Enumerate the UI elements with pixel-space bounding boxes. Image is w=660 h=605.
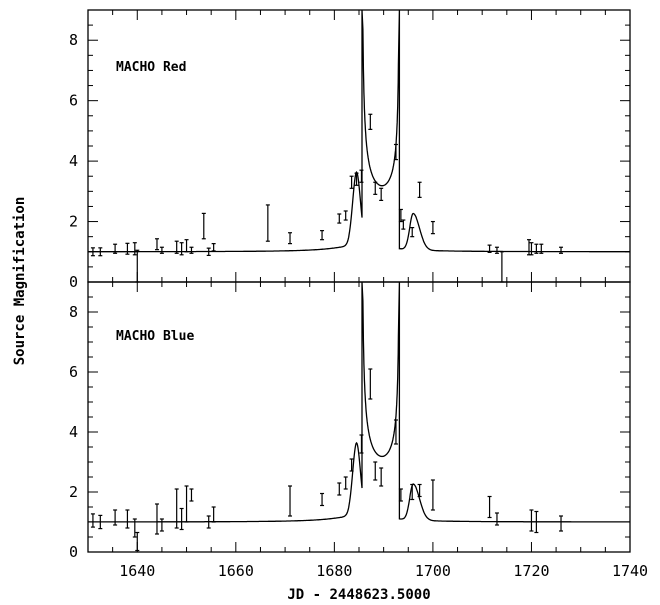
error-bar — [184, 239, 189, 253]
error-bar — [184, 485, 189, 523]
panel-blue-model-curve — [88, 281, 630, 523]
y-axis-title: Source Magnification — [12, 197, 28, 366]
error-bar — [125, 509, 130, 529]
error-bar — [337, 213, 342, 224]
error-bar — [494, 246, 499, 254]
error-bar — [135, 531, 140, 552]
y-tick-label: 4 — [69, 152, 78, 170]
error-bar — [430, 479, 435, 511]
panel-red-label: MACHO Red — [116, 60, 186, 75]
error-bar — [559, 515, 564, 532]
x-axis-title: JD - 2448623.5000 — [287, 587, 430, 603]
error-bar — [159, 246, 164, 254]
x-tick-label: 1640 — [119, 562, 155, 580]
error-bar — [179, 242, 184, 256]
error-bar — [526, 239, 531, 256]
y-tick-label: 0 — [69, 543, 78, 561]
error-bar — [320, 230, 325, 241]
y-tick-label: 2 — [69, 483, 78, 501]
panel-red-errorbars — [90, 113, 564, 283]
error-bar — [368, 113, 373, 130]
error-bar — [337, 482, 342, 496]
error-bar — [125, 242, 130, 255]
error-bar — [132, 242, 137, 256]
y-tick-label: 8 — [69, 31, 78, 49]
error-bar — [159, 518, 164, 532]
x-tick-label: 1660 — [218, 562, 254, 580]
error-bar — [320, 492, 325, 507]
error-bar — [154, 503, 159, 535]
panel-blue-frame — [87, 281, 631, 553]
error-bar — [559, 246, 564, 254]
error-bar — [265, 204, 270, 242]
error-bar — [211, 243, 216, 252]
panel-red-model-curve — [88, 9, 630, 253]
error-bar — [529, 242, 534, 256]
error-bar — [373, 181, 378, 195]
x-tick-label: 1680 — [316, 562, 352, 580]
error-bar — [368, 368, 373, 400]
error-bar — [154, 238, 159, 251]
panel-blue-ticks: 0 2 4 6 8 — [69, 281, 631, 561]
y-tick-label: 6 — [69, 92, 78, 110]
panel-blue-label: MACHO Blue — [116, 329, 194, 344]
error-bar — [113, 509, 118, 526]
x-tick-label: 1720 — [513, 562, 549, 580]
error-bar — [379, 187, 384, 201]
y-tick-label: 8 — [69, 303, 78, 321]
error-bar — [529, 509, 534, 532]
y-tick-label: 6 — [69, 363, 78, 381]
error-bar — [417, 181, 422, 198]
error-bar — [487, 495, 492, 519]
error-bar — [288, 485, 293, 517]
x-axis-tick-labels: 1640 1660 1680 1700 1720 1740 — [119, 562, 648, 580]
y-tick-label: 0 — [69, 273, 78, 291]
error-bar — [90, 513, 95, 528]
error-bar — [343, 210, 348, 221]
error-bar — [379, 467, 384, 487]
error-bar — [288, 232, 293, 245]
error-bar — [499, 251, 504, 283]
error-bar — [189, 488, 194, 502]
x-tick-label: 1740 — [612, 562, 648, 580]
error-bar — [401, 219, 406, 230]
panel-blue: 0 2 4 6 8 MACHO Blue — [69, 281, 631, 561]
error-bar — [349, 175, 354, 189]
error-bar — [430, 220, 435, 235]
x-tick-label: 1700 — [415, 562, 451, 580]
error-bar — [343, 476, 348, 490]
panel-red-frame — [87, 9, 631, 283]
error-bar — [179, 507, 184, 531]
error-bar — [211, 506, 216, 523]
error-bar — [373, 461, 378, 481]
error-bar — [189, 246, 194, 254]
error-bar — [201, 212, 206, 240]
error-bar — [494, 512, 499, 526]
panel-blue-errorbars — [90, 368, 564, 552]
panel-red: 0 2 4 6 8 MACHO Red — [69, 9, 631, 291]
y-tick-label: 2 — [69, 213, 78, 231]
error-bar — [410, 227, 415, 238]
panel-red-ticks: 0 2 4 6 8 — [69, 9, 631, 291]
y-tick-label: 4 — [69, 423, 78, 441]
